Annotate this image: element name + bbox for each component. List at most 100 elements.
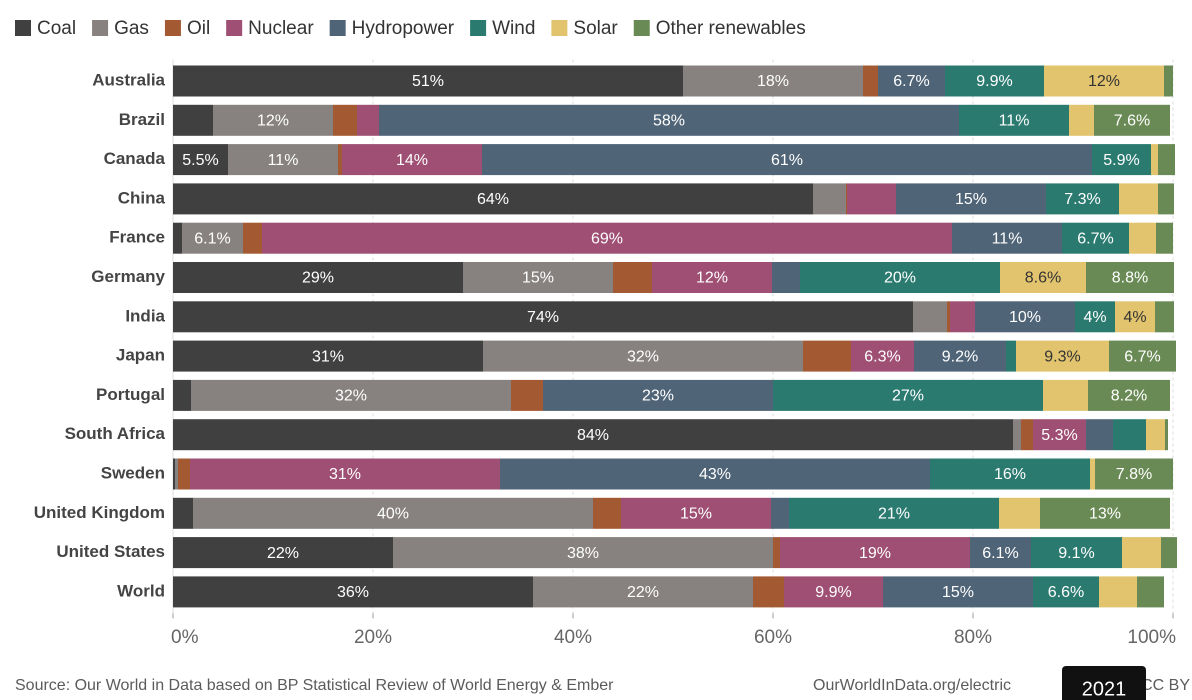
badge-bg (1062, 666, 1146, 700)
data-label: 22% (267, 545, 299, 562)
bar-segment (483, 340, 803, 372)
data-label: 6.1% (194, 230, 230, 247)
bar-segment (1090, 458, 1095, 490)
bar-segment (173, 65, 683, 97)
legend-swatch (329, 20, 346, 36)
data-label: 64% (477, 191, 509, 208)
x-tick-label: 80% (954, 627, 992, 648)
bar-segment (173, 183, 813, 215)
bar-segment (863, 65, 878, 97)
bar-segment (190, 458, 500, 490)
bar-segment (952, 222, 1062, 254)
legend-swatch (92, 20, 109, 36)
bar-segment (1062, 222, 1129, 254)
badge-text: 2021 (1082, 678, 1127, 700)
legend-swatch (164, 20, 181, 36)
bar-segment (813, 183, 846, 215)
bar-segment (213, 104, 333, 136)
data-label: 16% (994, 466, 1026, 483)
year-badge[interactable]: 2021 (1062, 666, 1146, 700)
bar-segment (500, 458, 930, 490)
bar-segment (543, 379, 773, 411)
bar-segment (1109, 340, 1176, 372)
data-label: 58% (653, 113, 685, 130)
bar-segment (1043, 379, 1088, 411)
bar-segment (1031, 537, 1122, 569)
bar-segment (511, 379, 543, 411)
data-label: 36% (337, 584, 369, 601)
bar-segment (173, 458, 175, 490)
bar-segment (173, 419, 1013, 451)
bar-segment (182, 222, 243, 254)
bar-segment (333, 104, 357, 136)
bar-segment (173, 144, 228, 176)
bar-segment (482, 144, 1092, 176)
data-label: 7.3% (1064, 191, 1100, 208)
bar-segment (193, 497, 593, 529)
x-tick-label: 20% (354, 627, 392, 648)
y-tick-label: Canada (104, 149, 166, 168)
bar-segment (1075, 301, 1115, 333)
legend-swatch (15, 20, 31, 36)
data-label: 11% (992, 230, 1023, 247)
data-label: 31% (329, 466, 361, 483)
bar-segment (883, 576, 1033, 608)
data-label: 12% (257, 113, 289, 130)
data-label: 5.3% (1041, 427, 1077, 444)
bar-segment (878, 65, 945, 97)
bar-segment (173, 379, 191, 411)
bar-segment (621, 497, 771, 529)
data-label: 84% (577, 427, 609, 444)
bar-segment (1155, 301, 1174, 333)
data-label: 15% (522, 270, 554, 287)
y-tick-label: World (117, 581, 165, 600)
bar-segment (1088, 379, 1170, 411)
x-tick-label: 60% (754, 627, 792, 648)
bar-segment (1016, 340, 1109, 372)
bar-segment (1086, 262, 1174, 293)
bar-segment (773, 537, 780, 569)
bar-segment (342, 144, 482, 176)
data-label: 31% (312, 348, 344, 365)
bar-segment (913, 301, 947, 333)
bar-segment (1137, 576, 1164, 608)
data-label: 4% (1123, 309, 1146, 326)
data-label: 7.8% (1116, 466, 1152, 483)
legend-label: Hydropower (352, 18, 455, 39)
data-label: 8.8% (1112, 270, 1148, 287)
bar-segment (379, 104, 959, 136)
bar-segment (780, 537, 970, 569)
data-label: 19% (859, 545, 891, 562)
data-label: 8.6% (1025, 270, 1061, 287)
bar-segment (970, 537, 1031, 569)
data-label: 29% (302, 270, 334, 287)
bar-segment (1156, 222, 1173, 254)
x-tick-label: 100% (1127, 627, 1176, 648)
bar-segment (1158, 183, 1174, 215)
bar-segment (999, 497, 1040, 529)
y-tick-label: Japan (116, 346, 165, 365)
bar-segment (243, 222, 262, 254)
data-label: 15% (955, 191, 987, 208)
y-tick-label: China (118, 188, 166, 207)
data-label: 18% (757, 73, 789, 90)
bar-segment (175, 458, 178, 490)
y-tick-label: United States (56, 542, 165, 561)
data-label: 7.6% (1114, 113, 1150, 130)
bar-segment (1122, 537, 1161, 569)
bar-segment (173, 222, 182, 254)
bar-segment (1069, 104, 1094, 136)
bar-segment (950, 301, 975, 333)
data-label: 9.2% (942, 348, 978, 365)
data-label: 6.3% (864, 348, 900, 365)
data-label: 9.9% (976, 73, 1012, 90)
legend-label: Oil (187, 18, 210, 39)
bar-segment (173, 576, 533, 608)
data-label: 20% (884, 270, 916, 287)
data-label: 22% (627, 584, 659, 601)
data-label: 15% (942, 584, 974, 601)
data-label: 61% (771, 152, 803, 169)
legend-swatch (551, 20, 568, 36)
bar-segment (1040, 497, 1170, 529)
